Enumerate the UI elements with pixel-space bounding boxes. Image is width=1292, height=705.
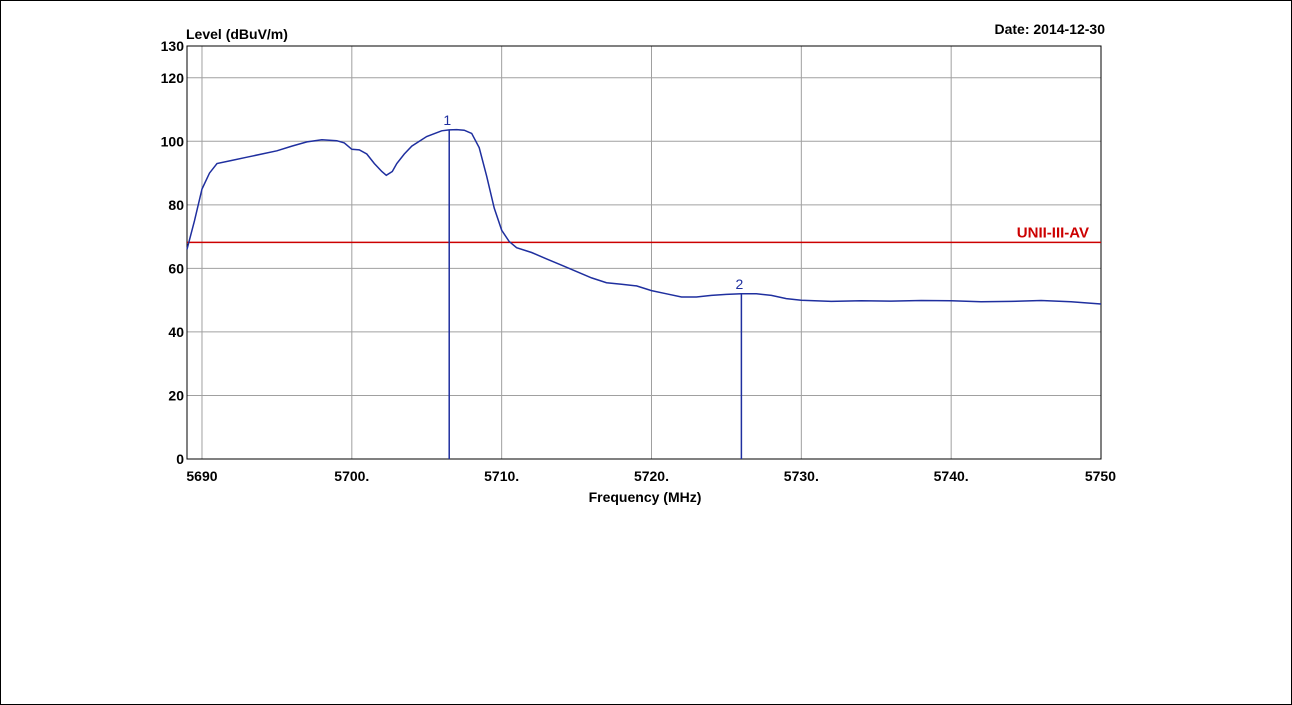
markers: 12 [443,112,743,459]
y-tick-label: 20 [168,387,184,403]
marker-label: 2 [735,276,743,292]
limit-line-label: UNII-III-AV [1017,224,1089,241]
y-tick-label: 100 [161,133,185,149]
x-tick-label: 5740. [934,468,969,484]
y-axis-ticks: 0 20 40 60 80 100 120 130 [161,38,185,467]
y-tick-label: 130 [161,38,185,54]
trace-line [186,128,1102,305]
y-tick-label: 80 [168,197,184,213]
x-axis-ticks: 5690 5700. 5710. 5720. 5730. 5740. 5750 [186,468,1116,484]
x-tick-label: 5690 [186,468,217,484]
y-axis-label: Level (dBuV/m) [186,26,288,42]
x-tick-label: 5750 [1085,468,1116,484]
marker-label: 1 [443,112,451,128]
y-tick-label: 60 [168,260,184,276]
x-tick-label: 5720. [634,468,669,484]
y-tick-label: 120 [161,70,185,86]
y-tick-label: 0 [176,451,184,467]
grid [187,46,1101,459]
x-tick-label: 5700. [334,468,369,484]
plot-border [186,45,1102,460]
x-tick-label: 5710. [484,468,519,484]
date-label: Date: 2014-12-30 [994,21,1105,37]
x-axis-label: Frequency (MHz) [589,489,702,505]
x-tick-label: 5730. [784,468,819,484]
y-tick-label: 40 [168,324,184,340]
